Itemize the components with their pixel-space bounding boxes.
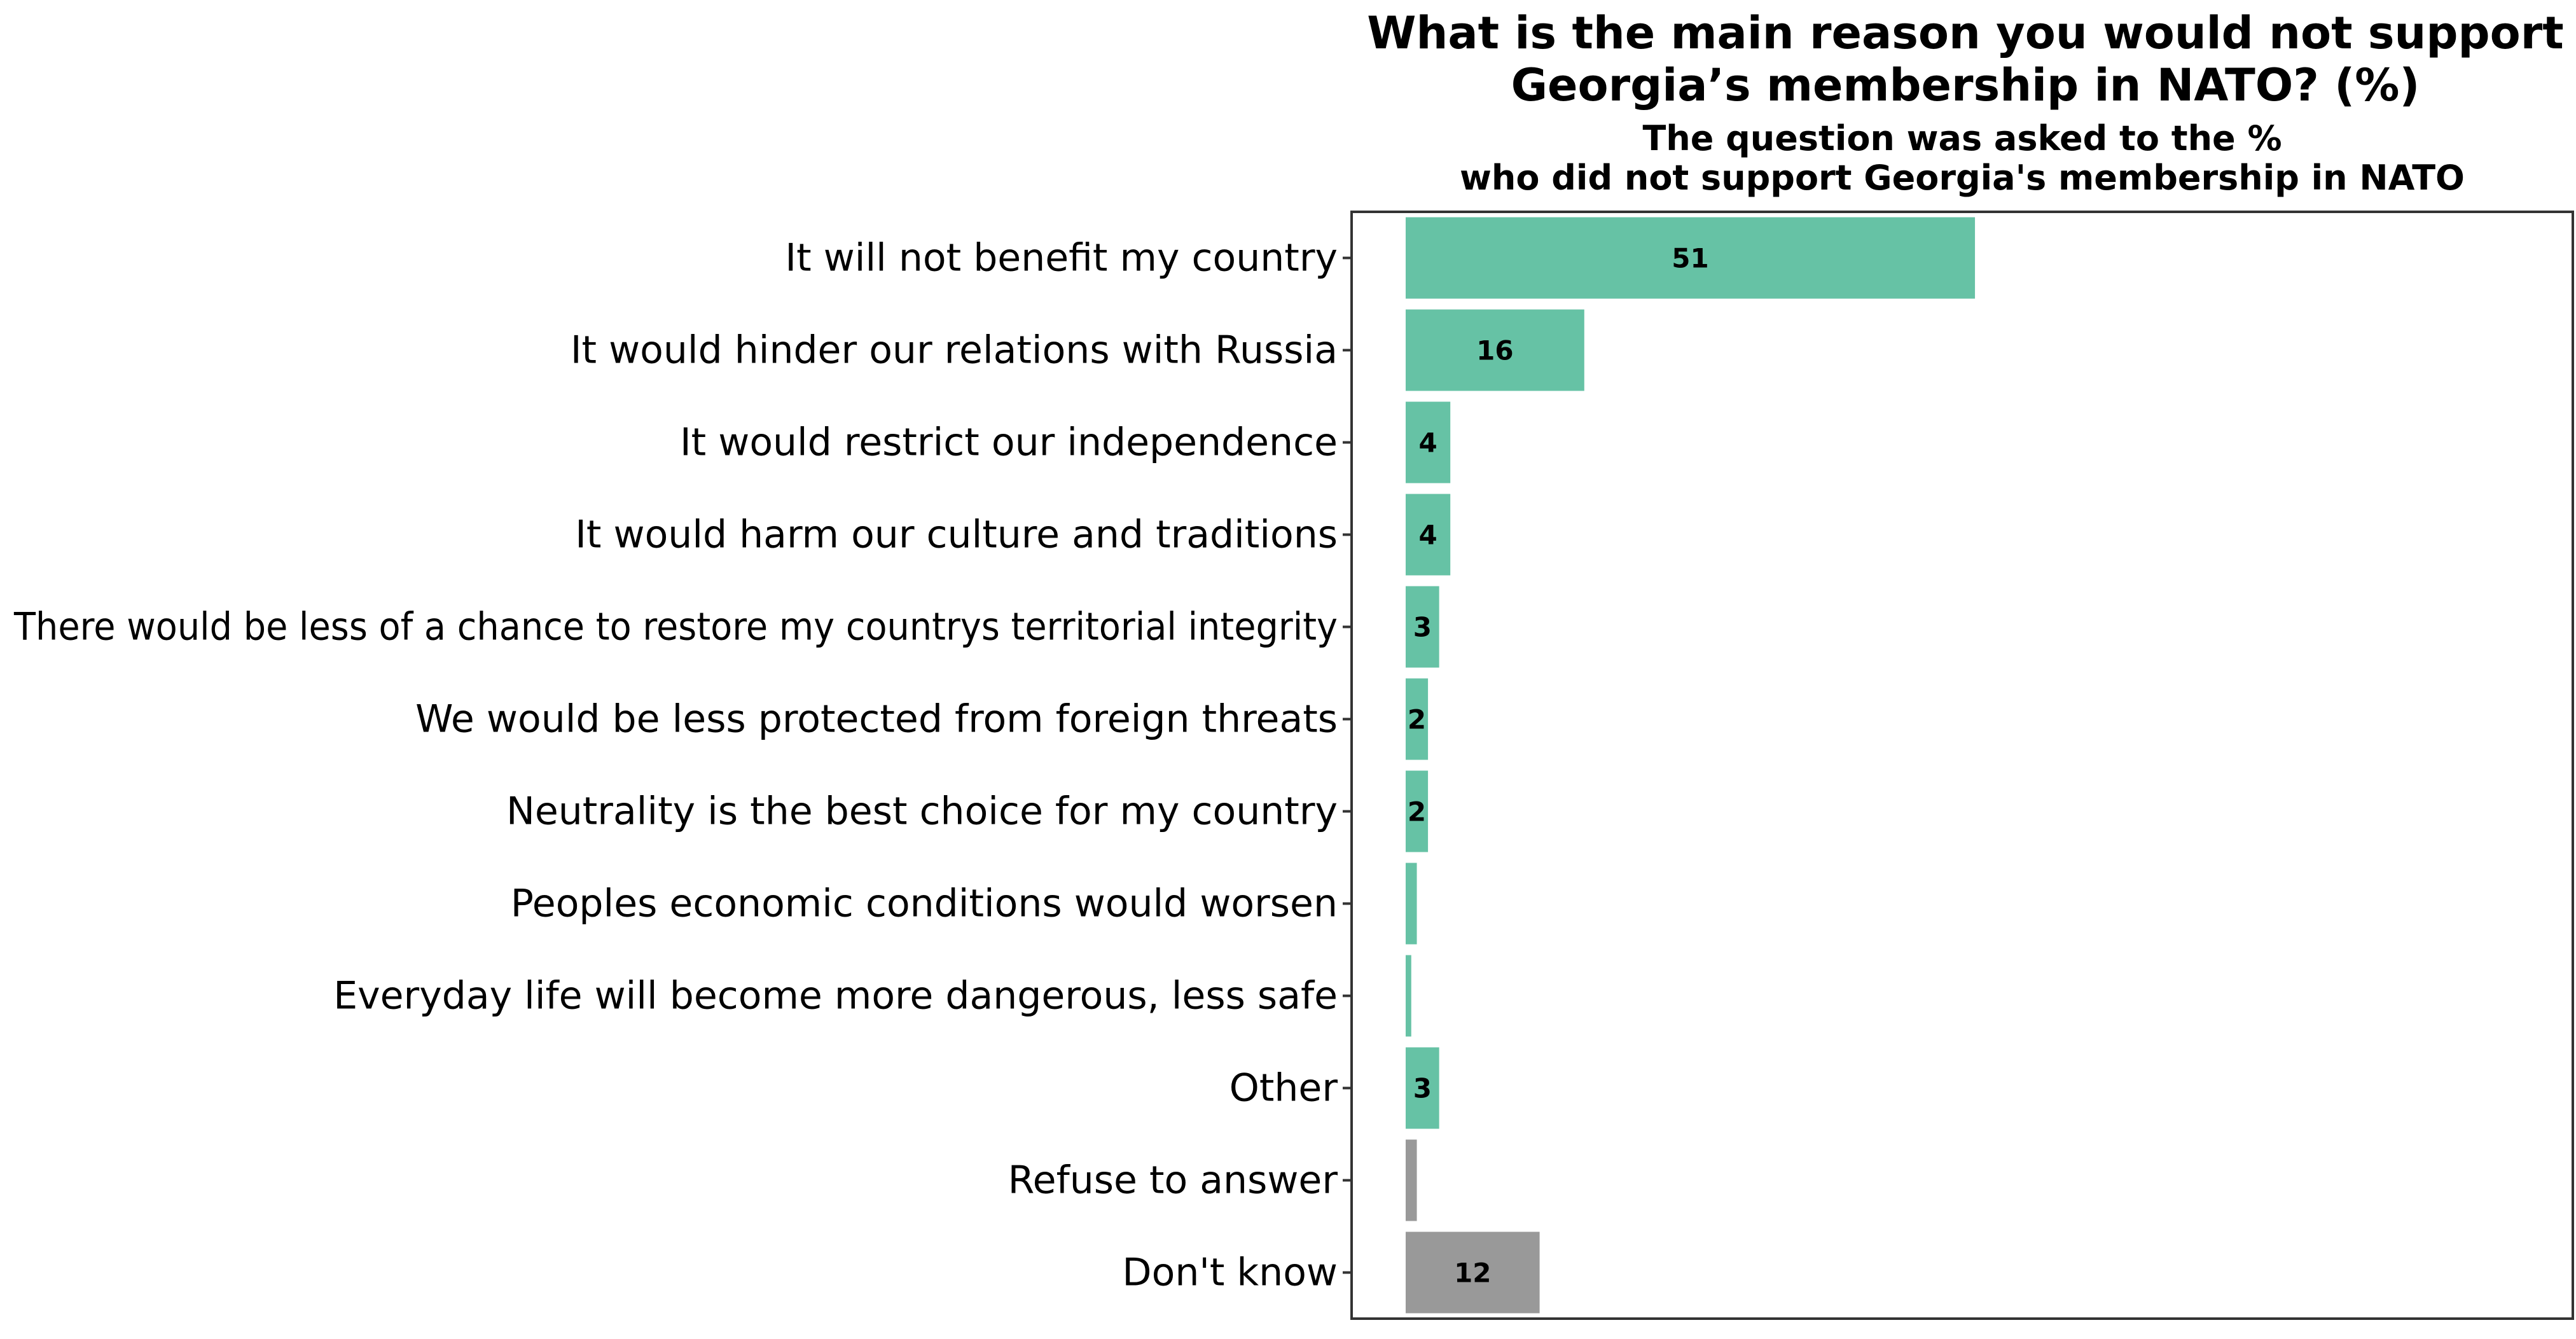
category-label: It will not benefit my country	[785, 236, 1338, 281]
chart-title-line: Georgia’s membership in NATO? (%)	[1511, 59, 2420, 111]
bar	[1406, 678, 1429, 760]
bar-value-label: 51	[1672, 243, 1708, 274]
bar	[1406, 217, 1976, 299]
bar-value-label: 2	[1408, 704, 1426, 735]
bar	[1406, 1231, 1540, 1314]
bar	[1406, 1047, 1439, 1129]
bar-value-label: 3	[1413, 1073, 1432, 1104]
category-label: Neutrality is the best choice for my cou…	[506, 789, 1338, 834]
category-label: Don't know	[1122, 1251, 1338, 1295]
category-label: It would hinder our relations with Russi…	[571, 328, 1338, 373]
y-axis-labels: It will not benefit my country It would h…	[13, 236, 1338, 1295]
data-labels: 51 16 4 4 3 2 2 3 12	[1408, 243, 1709, 1289]
bar-value-label: 16	[1476, 335, 1513, 366]
bar	[1406, 863, 1417, 945]
category-label: We would be less protected from foreign …	[415, 697, 1338, 742]
chart-title: What is the main reason you would not su…	[1367, 7, 2563, 111]
category-label: It would restrict our independence	[680, 420, 1338, 465]
category-label: There would be less of a chance to resto…	[13, 605, 1338, 649]
bar	[1406, 494, 1451, 576]
bar	[1406, 1139, 1417, 1221]
bar	[1406, 586, 1439, 668]
category-label: It would harm our culture and traditions	[575, 513, 1338, 557]
chart-subtitle-line: who did not support Georgia's membership…	[1460, 158, 2465, 198]
bar-value-label: 4	[1418, 427, 1437, 459]
bar-value-label: 12	[1454, 1258, 1491, 1289]
bar	[1406, 401, 1451, 483]
chart-subtitle: The question was asked to the %who did n…	[1460, 118, 2465, 198]
bar	[1406, 770, 1429, 852]
category-label: Other	[1229, 1066, 1338, 1111]
bars	[1406, 217, 1976, 1314]
bar-value-label: 3	[1413, 612, 1432, 643]
bar	[1406, 955, 1411, 1037]
category-label: Refuse to answer	[1008, 1158, 1338, 1203]
chart-title-line: What is the main reason you would not su…	[1367, 7, 2563, 59]
category-label: Everyday life will become more dangerous…	[333, 974, 1338, 1018]
category-label: Peoples economic conditions would worsen	[511, 882, 1338, 926]
chart-subtitle-line: The question was asked to the %	[1642, 118, 2282, 158]
bar-value-label: 2	[1408, 796, 1426, 828]
bar-value-label: 4	[1418, 520, 1437, 551]
plot-panel-border	[1350, 211, 2574, 1320]
y-axis-ticks	[1343, 256, 1352, 1274]
bar	[1406, 309, 1584, 391]
